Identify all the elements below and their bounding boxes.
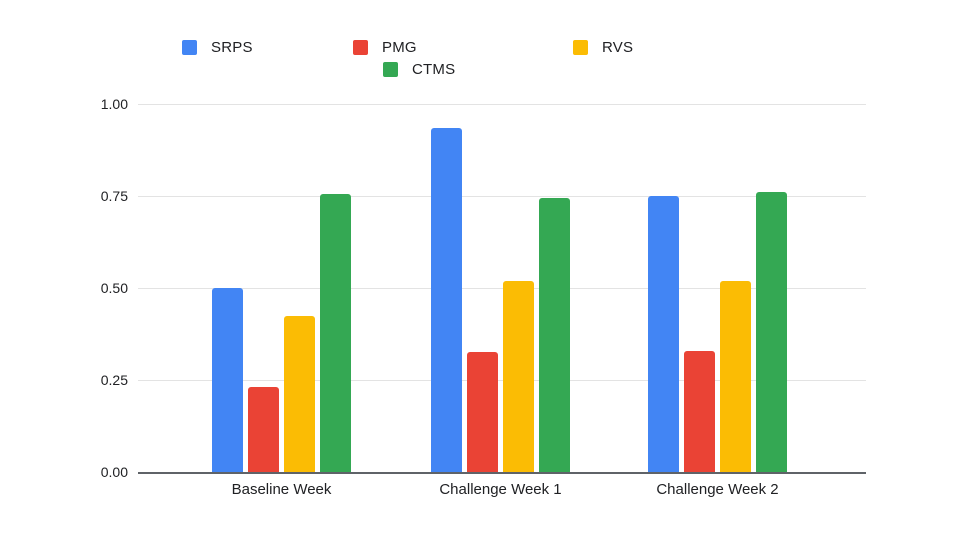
gridline-0.50 bbox=[138, 288, 866, 289]
bar-pmg-3[interactable] bbox=[684, 350, 715, 472]
legend-item-srps[interactable]: SRPS bbox=[182, 39, 253, 56]
y-axis-tick-label: 0.00 bbox=[100, 464, 128, 480]
legend-label: SRPS bbox=[211, 39, 253, 56]
x-axis-tick-label: Challenge Week 2 bbox=[656, 481, 779, 498]
bar-group-2 bbox=[431, 104, 570, 472]
y-axis-tick-label: 1.00 bbox=[100, 96, 128, 112]
legend-item-rvs[interactable]: RVS bbox=[573, 39, 633, 56]
legend-swatch-rvs bbox=[573, 40, 588, 55]
x-axis-tick-label: Challenge Week 1 bbox=[439, 481, 562, 498]
legend-item-ctms[interactable]: CTMS bbox=[383, 61, 455, 78]
gridline-1.00 bbox=[138, 104, 866, 105]
legend-label: PMG bbox=[382, 39, 417, 56]
bar-ctms-2[interactable] bbox=[539, 197, 570, 472]
bar-srps-2[interactable] bbox=[431, 127, 462, 472]
gridline-0.75 bbox=[138, 196, 866, 197]
bar-ctms-1[interactable] bbox=[320, 194, 351, 472]
y-axis-tick-label: 0.75 bbox=[100, 188, 128, 204]
legend-label: RVS bbox=[602, 39, 634, 56]
bar-rvs-3[interactable] bbox=[720, 280, 751, 472]
legend-swatch-ctms bbox=[383, 62, 398, 77]
y-axis-tick-label: 0.25 bbox=[100, 372, 128, 388]
bar-pmg-2[interactable] bbox=[467, 352, 498, 472]
bar-srps-1[interactable] bbox=[212, 288, 243, 472]
bar-rvs-2[interactable] bbox=[503, 280, 534, 472]
bar-ctms-3[interactable] bbox=[756, 192, 787, 472]
y-axis-tick-label: 0.50 bbox=[100, 280, 128, 296]
bar-rvs-1[interactable] bbox=[284, 315, 315, 472]
x-axis-tick-label: Baseline Week bbox=[231, 481, 332, 498]
legend-item-pmg[interactable]: PMG bbox=[353, 39, 417, 56]
legend-swatch-srps bbox=[182, 40, 197, 55]
legend-label: CTMS bbox=[412, 61, 456, 78]
bar-group-3 bbox=[648, 104, 787, 472]
legend-swatch-pmg bbox=[353, 40, 368, 55]
plot-area bbox=[138, 104, 866, 474]
bar-srps-3[interactable] bbox=[648, 196, 679, 472]
bar-pmg-1[interactable] bbox=[248, 387, 279, 472]
gridline-0.25 bbox=[138, 380, 866, 381]
bar-group-1 bbox=[212, 104, 351, 472]
